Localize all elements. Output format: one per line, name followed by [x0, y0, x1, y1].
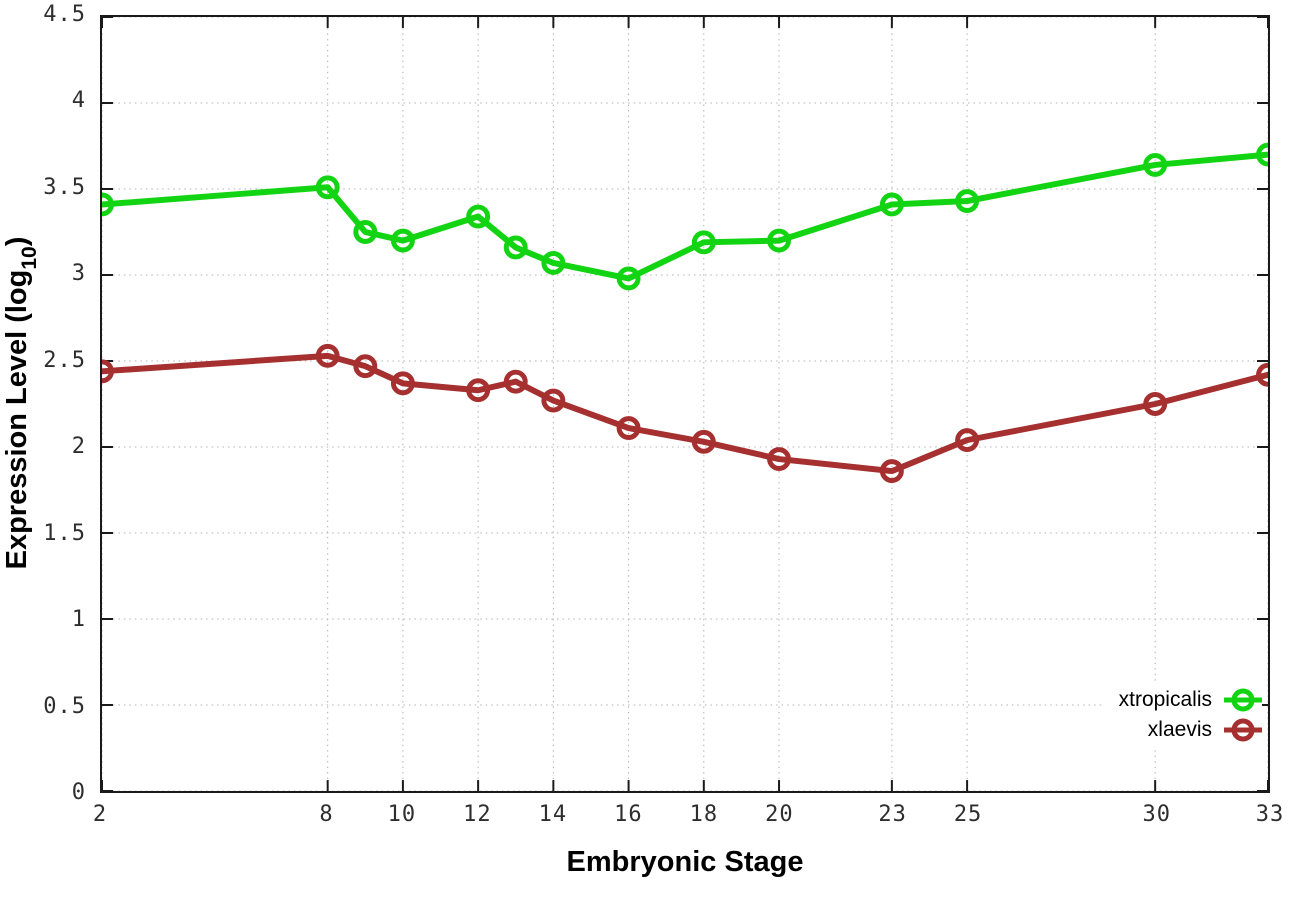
y-tick-label: 2: [71, 434, 86, 460]
plot-area: [100, 15, 1270, 793]
data-point-marker-xtropicalis: [541, 251, 566, 275]
legend-sample: [1224, 717, 1262, 743]
y-tick-label: 4.5: [43, 2, 86, 27]
data-point-marker-xlaevis: [102, 359, 114, 384]
y-tick-label: 3.5: [43, 174, 86, 200]
plot-svg: [102, 17, 1268, 791]
y-axis-label-close: ): [1, 236, 34, 247]
x-tick-label: 33: [1255, 802, 1285, 827]
data-point-marker-xlaevis: [353, 354, 378, 379]
y-tick-label: 3: [71, 261, 86, 287]
data-point-marker-xlaevis: [315, 343, 340, 368]
data-point-marker-xtropicalis: [315, 175, 340, 200]
x-tick-label: 8: [319, 802, 334, 827]
y-tick-label: 4: [71, 88, 86, 114]
legend-label: xlaevis: [1147, 718, 1212, 741]
legend: xtropicalis xlaevis: [1104, 684, 1262, 746]
data-point-marker-xtropicalis: [390, 228, 415, 253]
data-point-marker-xtropicalis: [767, 228, 791, 253]
data-point-marker-xlaevis: [955, 428, 980, 453]
y-tick-label: 0.5: [43, 693, 86, 719]
data-point-marker-xlaevis: [390, 371, 415, 396]
x-tick-label: 18: [689, 802, 719, 827]
data-point-marker-xtropicalis: [691, 230, 716, 255]
data-point-marker-xtropicalis: [503, 235, 528, 260]
data-point-marker-xtropicalis: [102, 192, 114, 217]
open-circle-marker-icon: [1231, 688, 1255, 712]
data-point-marker-xtropicalis: [879, 192, 904, 217]
x-tick-label: 30: [1142, 802, 1172, 827]
x-tick-label: 10: [387, 802, 417, 827]
data-point-marker-xtropicalis: [1256, 142, 1268, 167]
x-tick-label: 20: [765, 802, 794, 827]
data-point-marker-xlaevis: [1143, 392, 1168, 416]
data-point-marker-xtropicalis: [1143, 152, 1168, 177]
x-axis-label: Embryonic Stage: [566, 846, 804, 878]
series-line-xlaevis: [102, 352, 1268, 475]
data-point-marker-xtropicalis: [955, 189, 980, 213]
data-point-marker-xtropicalis: [353, 220, 378, 244]
data-point-marker-xlaevis: [466, 378, 491, 403]
series-line-xtropicalis: [102, 151, 1268, 282]
y-tick-label: 2.5: [43, 347, 86, 373]
data-point-marker-xtropicalis: [466, 204, 491, 229]
legend-entry-xtropicalis: xtropicalis: [1119, 686, 1262, 714]
legend-label: xtropicalis: [1118, 688, 1212, 711]
data-point-marker-xlaevis: [616, 416, 641, 441]
legend-entry-xlaevis: xlaevis: [1119, 716, 1262, 744]
data-point-marker-xlaevis: [767, 447, 791, 471]
x-tick-label: 23: [878, 802, 907, 827]
x-tick-label: 25: [953, 802, 983, 827]
data-point-marker-xlaevis: [503, 369, 528, 394]
data-point-marker-xlaevis: [541, 388, 566, 413]
y-tick-label: 1.5: [43, 520, 86, 546]
data-point-marker-xlaevis: [691, 429, 716, 454]
y-tick-label: 0: [71, 780, 86, 805]
legend-sample: [1224, 687, 1262, 713]
y-tick-label: 1: [71, 607, 86, 633]
data-point-marker-xtropicalis: [616, 266, 641, 291]
x-tick-label: 2: [92, 802, 108, 827]
open-circle-marker-icon: [1231, 718, 1255, 742]
x-tick-label: 14: [538, 802, 568, 827]
data-point-marker-xlaevis: [879, 459, 904, 484]
data-point-marker-xlaevis: [1256, 362, 1268, 387]
x-tick-label: 12: [463, 802, 492, 827]
x-tick-label: 16: [614, 802, 643, 827]
